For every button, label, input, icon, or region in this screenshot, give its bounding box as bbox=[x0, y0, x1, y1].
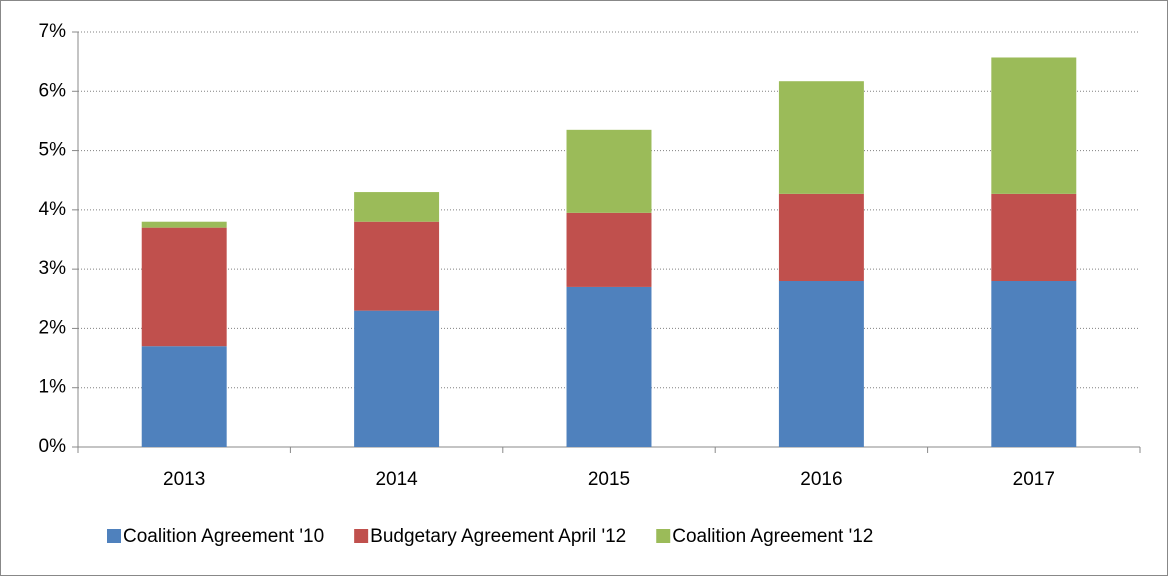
bar-segment bbox=[778, 281, 864, 447]
bar-segment bbox=[778, 193, 864, 281]
bar-segment bbox=[354, 192, 440, 222]
x-tick-label: 2013 bbox=[163, 469, 205, 490]
bar-segment bbox=[566, 286, 652, 447]
x-tick-label: 2014 bbox=[375, 469, 418, 490]
y-tick-label: 6% bbox=[39, 80, 67, 101]
legend-swatch bbox=[656, 529, 671, 543]
legend-swatch bbox=[354, 529, 369, 543]
bar-segment bbox=[354, 310, 440, 447]
y-tick-label: 4% bbox=[39, 199, 67, 220]
legend-label: Budgetary Agreement April '12 bbox=[370, 526, 626, 547]
legend-swatch bbox=[107, 529, 121, 543]
bar-segment bbox=[566, 129, 652, 213]
bar-segment bbox=[991, 281, 1077, 447]
y-tick-label: 7% bbox=[39, 21, 67, 42]
legend-label: Coalition Agreement '12 bbox=[672, 526, 873, 547]
bar-segment bbox=[354, 221, 440, 311]
bar-segment bbox=[778, 81, 864, 194]
bar-segment bbox=[991, 193, 1077, 281]
x-tick-label: 2017 bbox=[1013, 469, 1055, 490]
bar-segment bbox=[566, 212, 652, 287]
legend-label: Coalition Agreement '10 bbox=[123, 526, 324, 547]
bar-segment bbox=[991, 57, 1077, 194]
bar-segment bbox=[141, 346, 227, 447]
bar-segment bbox=[141, 221, 227, 228]
x-tick-label: 2015 bbox=[588, 469, 630, 490]
bar-segment bbox=[141, 227, 227, 347]
y-tick-label: 5% bbox=[39, 140, 67, 161]
y-tick-label: 1% bbox=[39, 377, 67, 398]
y-tick-label: 2% bbox=[39, 317, 67, 338]
x-tick-label: 2016 bbox=[800, 469, 842, 490]
y-tick-label: 3% bbox=[39, 258, 67, 279]
y-tick-label: 0% bbox=[39, 436, 67, 457]
